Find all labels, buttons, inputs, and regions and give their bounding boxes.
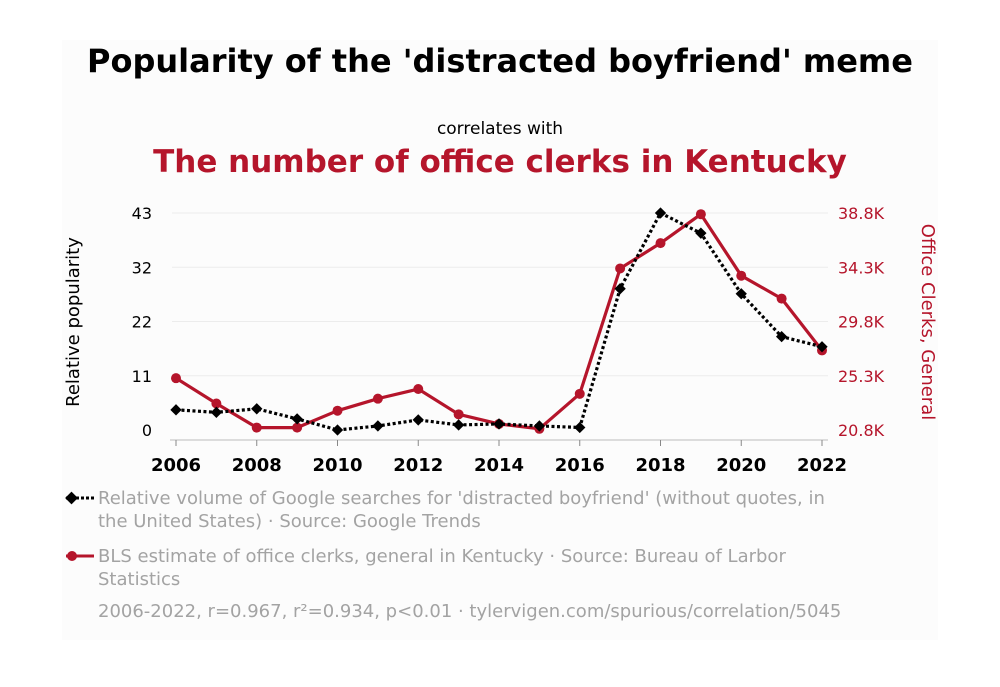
x-tick-label: 2006 [151, 455, 201, 476]
legend-label-searches: Relative volume of Google searches for '… [98, 488, 825, 532]
y-left-tick-label: 0 [142, 421, 152, 440]
data-point-searches [654, 207, 667, 219]
data-point-searches [331, 424, 344, 436]
y-left-axis-label: Relative popularity [63, 237, 84, 407]
chart-title: Popularity of the 'distracted boyfriend'… [87, 42, 913, 80]
data-point-clerks [615, 263, 626, 274]
legend-label-clerks: BLS estimate of office clerks, general i… [98, 546, 786, 590]
data-point-clerks [776, 293, 787, 304]
data-point-searches [210, 406, 223, 418]
data-point-clerks [413, 384, 424, 395]
data-point-searches [574, 421, 586, 434]
data-point-searches [412, 414, 424, 426]
y-left-tick-label: 32 [132, 258, 152, 277]
y-right-axis-label: Office Clerks, General [917, 224, 938, 421]
data-point-searches [251, 403, 263, 415]
x-tick-label: 2018 [635, 455, 685, 476]
data-point-searches [735, 288, 747, 300]
x-tick-label: 2010 [312, 455, 362, 476]
data-point-searches [614, 283, 626, 295]
data-point-searches [695, 227, 707, 239]
data-point-clerks [251, 422, 262, 433]
x-tick-label: 2022 [797, 455, 847, 476]
data-point-clerks [372, 393, 383, 404]
data-point-clerks [292, 422, 303, 433]
x-tick-label: 2014 [474, 455, 524, 476]
data-point-clerks [171, 373, 181, 384]
data-point-searches [291, 413, 303, 425]
y-left-tick-label: 11 [132, 367, 152, 386]
y-right-tick-label: 25.3K [838, 367, 885, 386]
y-right-tick-label: 34.3K [838, 258, 885, 277]
footer-stats: 2006-2022, r=0.967, r²=0.934, p<0.01 · t… [98, 601, 842, 622]
x-tick-label: 2020 [716, 455, 766, 476]
data-point-searches [493, 418, 505, 430]
data-point-clerks [211, 398, 222, 409]
y-right-tick-label: 38.8K [838, 204, 885, 223]
data-point-clerks [332, 405, 343, 416]
y-right-tick-label: 20.8K [838, 421, 885, 440]
data-point-clerks [574, 388, 585, 399]
y-left-tick-label: 43 [132, 204, 152, 223]
data-point-searches [775, 330, 788, 343]
y-left-tick-label: 22 [132, 313, 152, 332]
data-point-searches [170, 404, 182, 416]
chart-subtitle: correlates with [436, 119, 564, 139]
x-tick-label: 2008 [232, 455, 282, 476]
legend-swatch-dotted-diamond [65, 491, 94, 505]
y-right-tick-label: 29.8K [838, 313, 885, 332]
data-point-clerks [695, 209, 706, 220]
legend-swatch-solid-circle [66, 551, 94, 561]
data-point-clerks [453, 409, 464, 420]
data-point-clerks [736, 270, 747, 281]
x-tick-label: 2016 [555, 455, 605, 476]
chart-title-secondary: The number of office clerks in Kentucky [153, 144, 847, 180]
x-tick-label: 2012 [393, 455, 443, 476]
data-point-searches [816, 341, 828, 353]
data-point-searches [533, 420, 546, 432]
data-point-clerks [655, 238, 666, 249]
data-point-searches [452, 419, 465, 431]
data-point-searches [372, 420, 384, 432]
